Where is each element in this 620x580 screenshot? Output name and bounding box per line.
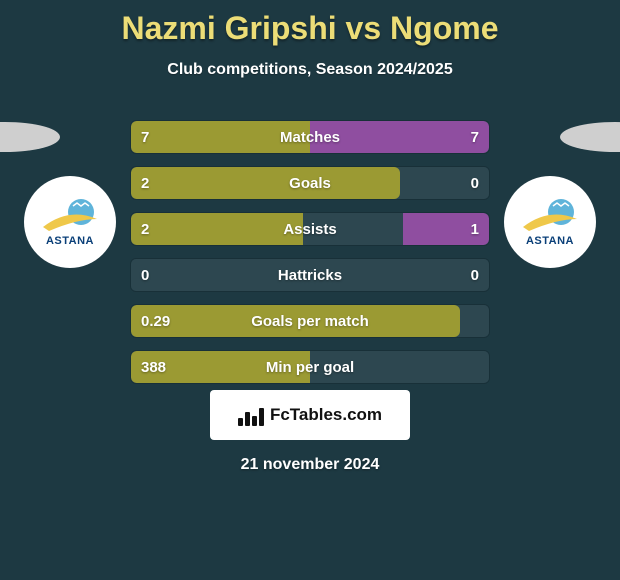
brand-chart-icon <box>238 404 264 426</box>
date-text: 21 november 2024 <box>0 456 620 474</box>
side-ellipse-right <box>560 122 620 152</box>
club-name-right: ASTANA <box>526 235 574 247</box>
stat-row: 00Hattricks <box>130 258 490 292</box>
stats-block: 77Matches 20Goals 21Assists 00Hattricks 0.29… <box>130 120 490 396</box>
subtitle: Club competitions, Season 2024/2025 <box>0 61 620 79</box>
stat-row: 0.29Goals per match <box>130 304 490 338</box>
club-badge-left: ASTANA <box>24 176 116 268</box>
stat-row: 21Assists <box>130 212 490 246</box>
stat-label: Goals <box>131 167 489 199</box>
stat-label: Assists <box>131 213 489 245</box>
club-logo-icon <box>39 197 101 237</box>
stat-label: Min per goal <box>131 351 489 383</box>
stat-label: Matches <box>131 121 489 153</box>
stat-row: 20Goals <box>130 166 490 200</box>
stat-label: Hattricks <box>131 259 489 291</box>
club-logo-icon <box>519 197 581 237</box>
side-ellipse-left <box>0 122 60 152</box>
stat-row: 388Min per goal <box>130 350 490 384</box>
brand-logo-box: FcTables.com <box>210 390 410 440</box>
brand-text: FcTables.com <box>270 405 382 425</box>
club-badge-right: ASTANA <box>504 176 596 268</box>
stat-row: 77Matches <box>130 120 490 154</box>
page-title: Nazmi Gripshi vs Ngome <box>0 0 620 47</box>
stat-label: Goals per match <box>131 305 489 337</box>
club-name-left: ASTANA <box>46 235 94 247</box>
